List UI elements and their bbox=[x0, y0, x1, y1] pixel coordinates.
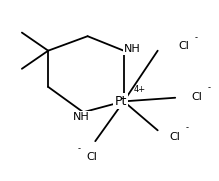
Text: Cl: Cl bbox=[178, 41, 189, 51]
Text: 4+: 4+ bbox=[134, 85, 146, 94]
Text: -: - bbox=[194, 33, 197, 42]
Text: Cl: Cl bbox=[192, 92, 203, 102]
Text: Pt: Pt bbox=[114, 95, 127, 108]
Text: NH: NH bbox=[73, 112, 89, 122]
Text: -: - bbox=[78, 144, 81, 153]
Text: NH: NH bbox=[124, 44, 141, 54]
Text: -: - bbox=[185, 123, 189, 132]
Text: Cl: Cl bbox=[87, 151, 97, 162]
Text: Cl: Cl bbox=[170, 132, 181, 142]
Text: -: - bbox=[207, 83, 210, 92]
